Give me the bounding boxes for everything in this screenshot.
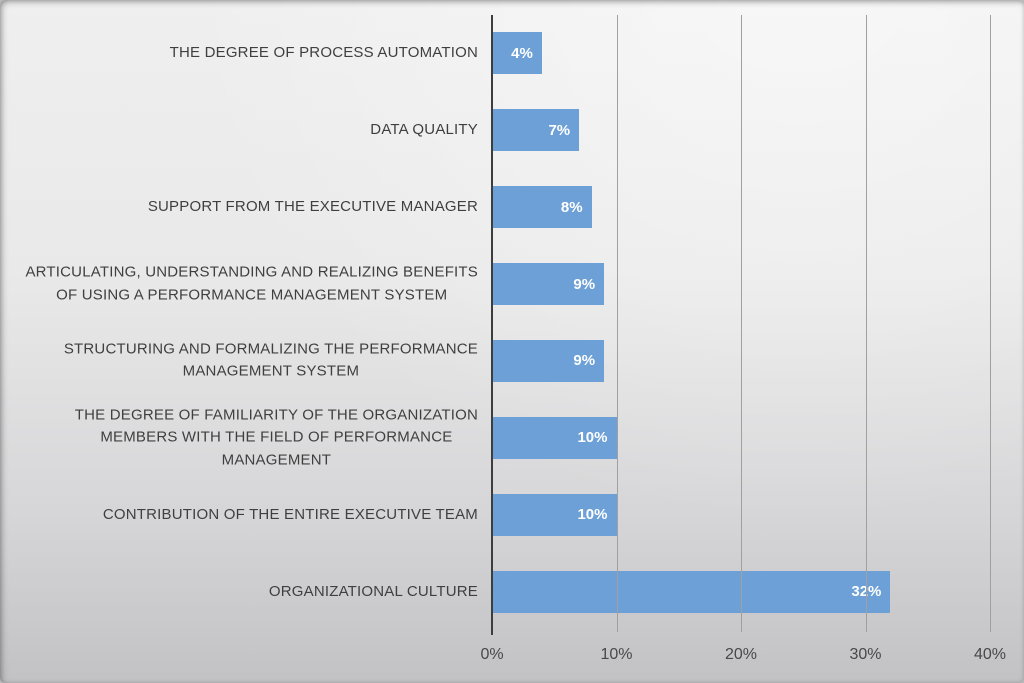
bar: 8% bbox=[492, 186, 592, 229]
x-tick-label: 30% bbox=[849, 646, 882, 663]
bar-value-label: 7% bbox=[548, 121, 571, 139]
bar-value-label: 9% bbox=[573, 352, 596, 370]
gridline bbox=[865, 15, 867, 632]
chart-row: THE DEGREE OF PROCESS AUTOMATION 4% bbox=[0, 15, 1024, 92]
category-label-text: DATA QUALITY bbox=[370, 121, 478, 139]
x-tick-label: 40% bbox=[973, 646, 1007, 663]
gridline bbox=[741, 15, 742, 632]
chart-row: ORGANIZATIONAL CULTURE 32% bbox=[0, 553, 1024, 630]
bar-value-label: 8% bbox=[560, 198, 583, 216]
bar-value-label: 4% bbox=[511, 44, 533, 62]
bar: 9% bbox=[492, 263, 605, 306]
bar-value-label: 10% bbox=[577, 429, 608, 447]
bar: 10% bbox=[492, 493, 617, 536]
category-label: SUPPORT FROM THE EXECUTIVE MANAGER bbox=[0, 196, 478, 219]
bar-value-label: 10% bbox=[577, 506, 608, 524]
gridline bbox=[616, 15, 618, 632]
chart-rows: THE DEGREE OF PROCESS AUTOMATION 4% DATA Q… bbox=[0, 15, 1024, 630]
chart-row: DATA QUALITY 7% bbox=[0, 92, 1024, 169]
chart-row: SUPPORT FROM THE EXECUTIVE MANAGER 8% bbox=[0, 169, 1024, 246]
category-label-text: THE DEGREE OF FAMILIARITY OF THE ORGANIZ… bbox=[74, 406, 478, 469]
x-tick-label: 20% bbox=[724, 646, 758, 663]
category-label: CONTRIBUTION OF THE ENTIRE EXECUTIVE TEA… bbox=[0, 503, 478, 526]
chart-row: THE DEGREE OF FAMILIARITY OF THE ORGANIZ… bbox=[0, 399, 1024, 476]
bar: 7% bbox=[492, 109, 580, 152]
x-tick-label: 10% bbox=[600, 646, 633, 663]
chart-row: STRUCTURING AND FORMALIZING THE PERFORMA… bbox=[0, 323, 1024, 400]
category-label: DATA QUALITY bbox=[0, 119, 478, 142]
category-label-text: SUPPORT FROM THE EXECUTIVE MANAGER bbox=[147, 197, 478, 215]
category-label: THE DEGREE OF FAMILIARITY OF THE ORGANIZ… bbox=[0, 404, 478, 472]
bar: 10% bbox=[492, 416, 617, 459]
bar: 9% bbox=[492, 339, 605, 382]
chart-row: ARTICULATING, UNDERSTANDING AND REALIZIN… bbox=[0, 246, 1024, 323]
y-axis-line bbox=[491, 15, 493, 635]
bar-value-label: 9% bbox=[573, 275, 596, 293]
category-label: STRUCTURING AND FORMALIZING THE PERFORMA… bbox=[0, 338, 478, 383]
gridline bbox=[990, 15, 991, 632]
category-label: THE DEGREE OF PROCESS AUTOMATION bbox=[0, 42, 478, 65]
category-label-text: STRUCTURING AND FORMALIZING THE PERFORMA… bbox=[63, 340, 478, 380]
category-label-text: THE DEGREE OF PROCESS AUTOMATION bbox=[169, 44, 478, 62]
x-tick-label: 0% bbox=[480, 646, 504, 663]
bar: 32% bbox=[492, 570, 891, 613]
category-label-text: CONTRIBUTION OF THE ENTIRE EXECUTIVE TEA… bbox=[102, 505, 478, 523]
bar: 4% bbox=[492, 32, 542, 75]
category-label: ORGANIZATIONAL CULTURE bbox=[0, 580, 478, 603]
chart-row: CONTRIBUTION OF THE ENTIRE EXECUTIVE TEA… bbox=[0, 476, 1024, 553]
category-label-text: ARTICULATING, UNDERSTANDING AND REALIZIN… bbox=[25, 263, 478, 304]
category-label: ARTICULATING, UNDERSTANDING AND REALIZIN… bbox=[0, 262, 478, 307]
category-label-text: ORGANIZATIONAL CULTURE bbox=[268, 582, 478, 600]
